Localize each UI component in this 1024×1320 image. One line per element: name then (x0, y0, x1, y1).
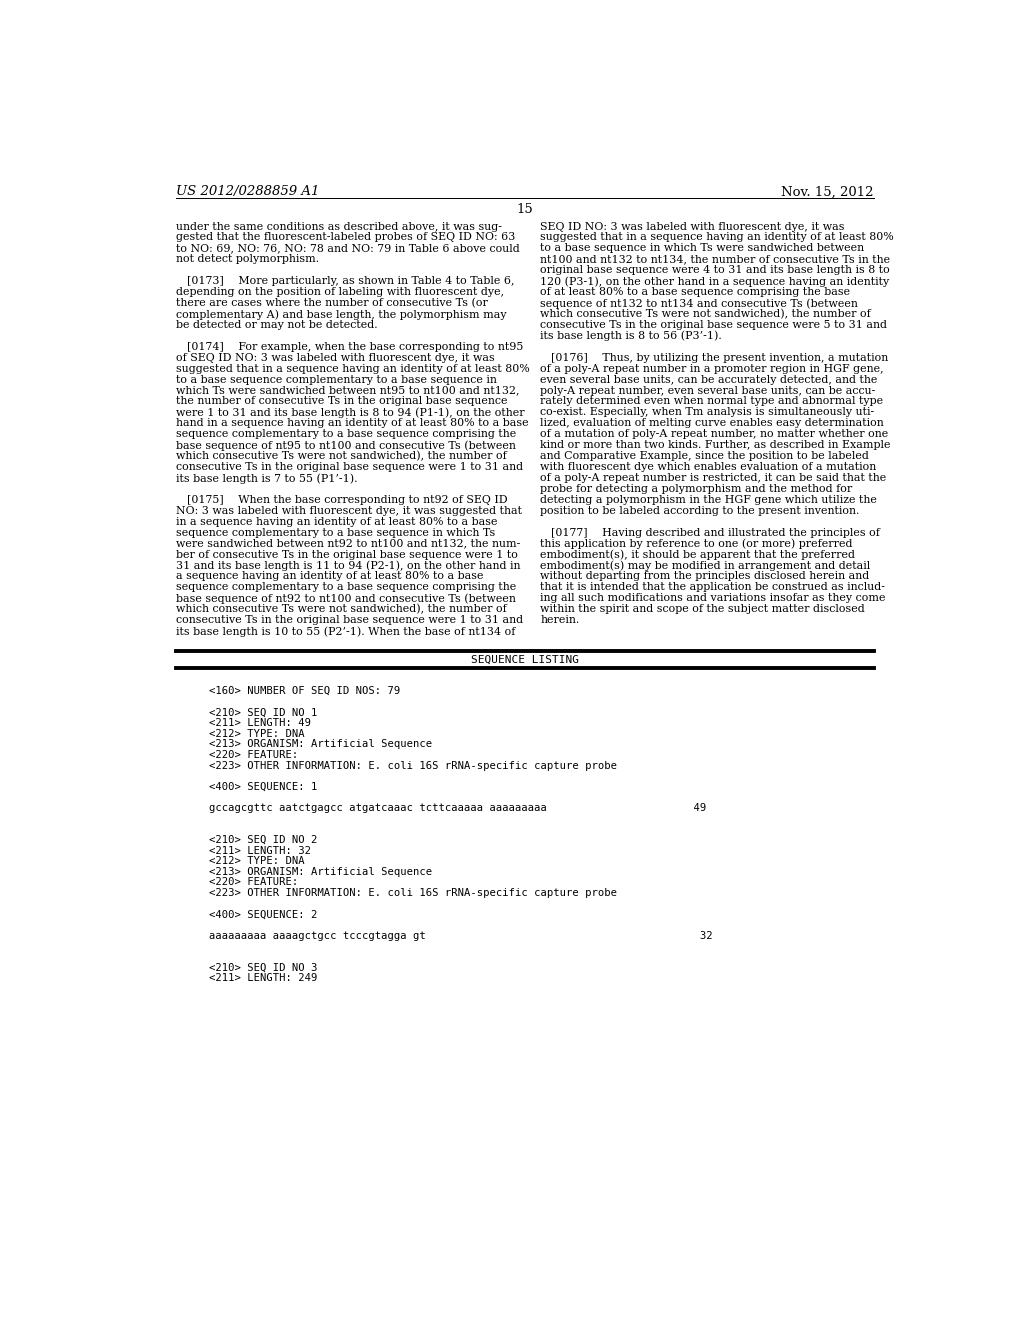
Text: not detect polymorphism.: not detect polymorphism. (176, 255, 319, 264)
Text: ing all such modifications and variations insofar as they come: ing all such modifications and variation… (541, 593, 886, 603)
Text: aaaaaaaaa aaaagctgcc tcccgtagga gt                                           32: aaaaaaaaa aaaagctgcc tcccgtagga gt 32 (209, 931, 713, 941)
Text: embodiment(s), it should be apparent that the preferred: embodiment(s), it should be apparent tha… (541, 549, 855, 560)
Text: herein.: herein. (541, 615, 580, 626)
Text: <220> FEATURE:: <220> FEATURE: (209, 878, 299, 887)
Text: were 1 to 31 and its base length is 8 to 94 (P1-1), on the other: were 1 to 31 and its base length is 8 to… (176, 408, 524, 418)
Text: NO: 3 was labeled with fluorescent dye, it was suggested that: NO: 3 was labeled with fluorescent dye, … (176, 506, 522, 516)
Text: <213> ORGANISM: Artificial Sequence: <213> ORGANISM: Artificial Sequence (209, 739, 432, 750)
Text: be detected or may not be detected.: be detected or may not be detected. (176, 319, 378, 330)
Text: that it is intended that the application be construed as includ-: that it is intended that the application… (541, 582, 886, 593)
Text: co-exist. Especially, when Tm analysis is simultaneously uti-: co-exist. Especially, when Tm analysis i… (541, 408, 874, 417)
Text: without departing from the principles disclosed herein and: without departing from the principles di… (541, 572, 869, 581)
Text: probe for detecting a polymorphism and the method for: probe for detecting a polymorphism and t… (541, 484, 853, 494)
Text: [0174]  For example, when the base corresponding to nt95: [0174] For example, when the base corres… (176, 342, 523, 352)
Text: with fluorescent dye which enables evaluation of a mutation: with fluorescent dye which enables evalu… (541, 462, 877, 473)
Text: sequence complementary to a base sequence in which Ts: sequence complementary to a base sequenc… (176, 528, 496, 537)
Text: original base sequence were 4 to 31 and its base length is 8 to: original base sequence were 4 to 31 and … (541, 265, 890, 276)
Text: the number of consecutive Ts in the original base sequence: the number of consecutive Ts in the orig… (176, 396, 508, 407)
Text: <212> TYPE: DNA: <212> TYPE: DNA (209, 857, 305, 866)
Text: US 2012/0288859 A1: US 2012/0288859 A1 (176, 185, 319, 198)
Text: consecutive Ts in the original base sequence were 1 to 31 and: consecutive Ts in the original base sequ… (176, 615, 523, 626)
Text: <211> LENGTH: 49: <211> LENGTH: 49 (209, 718, 311, 729)
Text: position to be labeled according to the present invention.: position to be labeled according to the … (541, 506, 860, 516)
Text: <211> LENGTH: 249: <211> LENGTH: 249 (209, 973, 317, 983)
Text: hand in a sequence having an identity of at least 80% to a base: hand in a sequence having an identity of… (176, 418, 528, 429)
Text: gccagcgttc aatctgagcc atgatcaaac tcttcaaaaa aaaaaaaaa                       49: gccagcgttc aatctgagcc atgatcaaac tcttcaa… (209, 803, 707, 813)
Text: <211> LENGTH: 32: <211> LENGTH: 32 (209, 846, 311, 855)
Text: which consecutive Ts were not sandwiched), the number of: which consecutive Ts were not sandwiched… (176, 451, 507, 462)
Text: <220> FEATURE:: <220> FEATURE: (209, 750, 299, 760)
Text: nt100 and nt132 to nt134, the number of consecutive Ts in the: nt100 and nt132 to nt134, the number of … (541, 255, 891, 264)
Text: in a sequence having an identity of at least 80% to a base: in a sequence having an identity of at l… (176, 516, 498, 527)
Text: lized, evaluation of melting curve enables easy determination: lized, evaluation of melting curve enabl… (541, 418, 884, 429)
Text: sequence complementary to a base sequence comprising the: sequence complementary to a base sequenc… (176, 429, 516, 440)
Text: complementary A) and base length, the polymorphism may: complementary A) and base length, the po… (176, 309, 507, 319)
Text: Nov. 15, 2012: Nov. 15, 2012 (781, 185, 873, 198)
Text: <223> OTHER INFORMATION: E. coli 16S rRNA-specific capture probe: <223> OTHER INFORMATION: E. coli 16S rRN… (209, 888, 617, 898)
Text: ber of consecutive Ts in the original base sequence were 1 to: ber of consecutive Ts in the original ba… (176, 549, 518, 560)
Text: which consecutive Ts were not sandwiched), the number of: which consecutive Ts were not sandwiched… (541, 309, 871, 319)
Text: within the spirit and scope of the subject matter disclosed: within the spirit and scope of the subje… (541, 605, 865, 614)
Text: <210> SEQ ID NO 1: <210> SEQ ID NO 1 (209, 708, 317, 717)
Text: <400> SEQUENCE: 2: <400> SEQUENCE: 2 (209, 909, 317, 919)
Text: its base length is 10 to 55 (P2’-1). When the base of nt134 of: its base length is 10 to 55 (P2’-1). Whe… (176, 626, 515, 636)
Text: <213> ORGANISM: Artificial Sequence: <213> ORGANISM: Artificial Sequence (209, 867, 432, 876)
Text: base sequence of nt92 to nt100 and consecutive Ts (between: base sequence of nt92 to nt100 and conse… (176, 593, 516, 603)
Text: this application by reference to one (or more) preferred: this application by reference to one (or… (541, 539, 853, 549)
Text: 120 (P3-1), on the other hand in a sequence having an identity: 120 (P3-1), on the other hand in a seque… (541, 276, 890, 286)
Text: to NO: 69, NO: 76, NO: 78 and NO: 79 in Table 6 above could: to NO: 69, NO: 76, NO: 78 and NO: 79 in … (176, 243, 520, 253)
Text: sequence of nt132 to nt134 and consecutive Ts (between: sequence of nt132 to nt134 and consecuti… (541, 298, 858, 309)
Text: were sandwiched between nt92 to nt100 and nt132, the num-: were sandwiched between nt92 to nt100 an… (176, 539, 520, 549)
Text: <210> SEQ ID NO 2: <210> SEQ ID NO 2 (209, 836, 317, 845)
Text: and Comparative Example, since the position to be labeled: and Comparative Example, since the posit… (541, 451, 869, 461)
Text: to a base sequence complementary to a base sequence in: to a base sequence complementary to a ba… (176, 375, 497, 384)
Text: 15: 15 (516, 203, 534, 216)
Text: consecutive Ts in the original base sequence were 5 to 31 and: consecutive Ts in the original base sequ… (541, 319, 888, 330)
Text: suggested that in a sequence having an identity of at least 80%: suggested that in a sequence having an i… (176, 364, 529, 374)
Text: embodiment(s) may be modified in arrangement and detail: embodiment(s) may be modified in arrange… (541, 561, 870, 572)
Text: 31 and its base length is 11 to 94 (P2-1), on the other hand in: 31 and its base length is 11 to 94 (P2-1… (176, 561, 520, 572)
Text: SEQUENCE LISTING: SEQUENCE LISTING (471, 655, 579, 664)
Text: of SEQ ID NO: 3 was labeled with fluorescent dye, it was: of SEQ ID NO: 3 was labeled with fluores… (176, 352, 495, 363)
Text: there are cases where the number of consecutive Ts (or: there are cases where the number of cons… (176, 298, 487, 309)
Text: which Ts were sandwiched between nt95 to nt100 and nt132,: which Ts were sandwiched between nt95 to… (176, 385, 519, 396)
Text: a sequence having an identity of at least 80% to a base: a sequence having an identity of at leas… (176, 572, 483, 581)
Text: consecutive Ts in the original base sequence were 1 to 31 and: consecutive Ts in the original base sequ… (176, 462, 523, 473)
Text: <160> NUMBER OF SEQ ID NOS: 79: <160> NUMBER OF SEQ ID NOS: 79 (209, 686, 400, 696)
Text: sequence complementary to a base sequence comprising the: sequence complementary to a base sequenc… (176, 582, 516, 593)
Text: of a mutation of poly-A repeat number, no matter whether one: of a mutation of poly-A repeat number, n… (541, 429, 889, 440)
Text: rately determined even when normal type and abnormal type: rately determined even when normal type … (541, 396, 884, 407)
Text: even several base units, can be accurately detected, and the: even several base units, can be accurate… (541, 375, 878, 384)
Text: detecting a polymorphism in the HGF gene which utilize the: detecting a polymorphism in the HGF gene… (541, 495, 878, 504)
Text: kind or more than two kinds. Further, as described in Example: kind or more than two kinds. Further, as… (541, 441, 891, 450)
Text: <212> TYPE: DNA: <212> TYPE: DNA (209, 729, 305, 739)
Text: gested that the fluorescent-labeled probes of SEQ ID NO: 63: gested that the fluorescent-labeled prob… (176, 232, 515, 243)
Text: base sequence of nt95 to nt100 and consecutive Ts (between: base sequence of nt95 to nt100 and conse… (176, 441, 516, 451)
Text: its base length is 7 to 55 (P1’-1).: its base length is 7 to 55 (P1’-1). (176, 473, 357, 483)
Text: <223> OTHER INFORMATION: E. coli 16S rRNA-specific capture probe: <223> OTHER INFORMATION: E. coli 16S rRN… (209, 760, 617, 771)
Text: under the same conditions as described above, it was sug-: under the same conditions as described a… (176, 222, 502, 231)
Text: of a poly-A repeat number in a promoter region in HGF gene,: of a poly-A repeat number in a promoter … (541, 364, 884, 374)
Text: <210> SEQ ID NO 3: <210> SEQ ID NO 3 (209, 962, 317, 973)
Text: its base length is 8 to 56 (P3’-1).: its base length is 8 to 56 (P3’-1). (541, 331, 722, 342)
Text: of at least 80% to a base sequence comprising the base: of at least 80% to a base sequence compr… (541, 288, 850, 297)
Text: which consecutive Ts were not sandwiched), the number of: which consecutive Ts were not sandwiched… (176, 605, 507, 615)
Text: [0175]  When the base corresponding to nt92 of SEQ ID: [0175] When the base corresponding to nt… (176, 495, 508, 504)
Text: suggested that in a sequence having an identity of at least 80%: suggested that in a sequence having an i… (541, 232, 894, 243)
Text: depending on the position of labeling with fluorescent dye,: depending on the position of labeling wi… (176, 288, 504, 297)
Text: [0177]  Having described and illustrated the principles of: [0177] Having described and illustrated … (541, 528, 881, 537)
Text: [0173]  More particularly, as shown in Table 4 to Table 6,: [0173] More particularly, as shown in Ta… (176, 276, 514, 286)
Text: SEQ ID NO: 3 was labeled with fluorescent dye, it was: SEQ ID NO: 3 was labeled with fluorescen… (541, 222, 845, 231)
Text: poly-A repeat number, even several base units, can be accu-: poly-A repeat number, even several base … (541, 385, 876, 396)
Text: to a base sequence in which Ts were sandwiched between: to a base sequence in which Ts were sand… (541, 243, 864, 253)
Text: [0176]  Thus, by utilizing the present invention, a mutation: [0176] Thus, by utilizing the present in… (541, 352, 889, 363)
Text: of a poly-A repeat number is restricted, it can be said that the: of a poly-A repeat number is restricted,… (541, 473, 887, 483)
Text: <400> SEQUENCE: 1: <400> SEQUENCE: 1 (209, 781, 317, 792)
